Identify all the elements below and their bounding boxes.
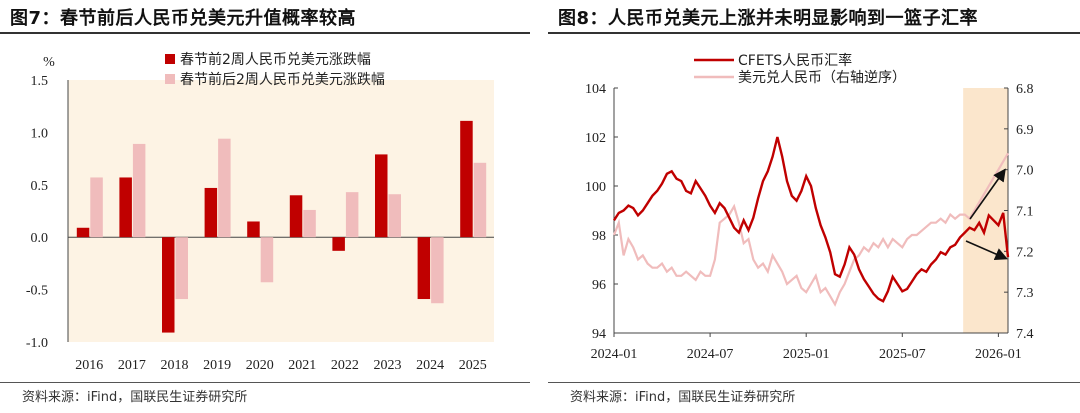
bar-around-festival [132, 143, 146, 238]
y-tick-label: -1.0 [26, 336, 48, 351]
left-tick-label: 100 [585, 180, 606, 195]
right-tick-label: 7.0 [1016, 164, 1034, 179]
bar-pre-festival [460, 120, 473, 238]
title-rule [0, 32, 530, 34]
legend: 春节前2周人民币兑美元涨跌幅 春节前后2周人民币兑美元涨跌幅 [165, 51, 385, 88]
figure-8-title: 图8：人民币兑美元上涨并未明显影响到一篮子汇率 [558, 8, 979, 29]
x-tick-label: 2019 [203, 358, 231, 373]
left-tick-label: 94 [592, 327, 606, 342]
bar-pre-festival [119, 177, 132, 238]
y-unit-label: % [43, 55, 55, 70]
bar-pre-festival [162, 237, 175, 333]
right-tick-label: 6.8 [1016, 82, 1034, 97]
bar-pre-festival [417, 237, 431, 300]
usd-cny-line [612, 152, 1009, 307]
legend-label-cfets: CFETS人民币汇率 [738, 52, 852, 69]
bar-around-festival [90, 177, 103, 238]
x-tick-label: 2024-07 [687, 347, 734, 362]
left-tick-label: 98 [592, 229, 606, 244]
bar-around-festival [303, 209, 316, 238]
bar-pre-festival [247, 221, 260, 238]
bar-around-festival [431, 237, 444, 304]
left-tick-label: 102 [585, 131, 606, 146]
annotation-arrows [965, 168, 1008, 261]
bar-chart: 1.5 1.0 0.5 0.0 -0.5 -1.0 2016 2017 2018 2019 202… [26, 51, 494, 373]
bar-pre-festival [204, 187, 218, 238]
cfets-line [612, 136, 1010, 303]
bar-pre-festival [76, 227, 90, 238]
x-tick-label: 2022 [331, 358, 359, 373]
x-tick-label: 2025 [459, 358, 487, 373]
y-tick-label: 0.5 [31, 179, 49, 194]
source-rule [548, 382, 1080, 383]
x-tick-label: 2024 [416, 358, 444, 373]
figure-7-title: 图7：春节前后人民币兑美元升值概率较高 [10, 8, 357, 29]
legend-label-series-2: 春节前后2周人民币兑美元涨跌幅 [180, 71, 385, 88]
x-tick-label: 2025-01 [783, 347, 830, 362]
bar-pre-festival [375, 154, 388, 238]
y-tick-label: 1.0 [31, 126, 49, 141]
right-tick-label: 7.4 [1016, 327, 1034, 342]
y-tick-label: 1.5 [31, 74, 49, 89]
right-tick-label: 7.2 [1016, 245, 1034, 260]
bar-around-festival [345, 192, 359, 238]
bar-around-festival [260, 237, 274, 283]
x-tick-label: 2025-07 [879, 347, 926, 362]
y-tick-label: 0.0 [31, 231, 49, 246]
x-tick-label: 2024-01 [591, 347, 638, 362]
legend: CFETS人民币汇率 美元兑人民币（右轴逆序） [694, 52, 906, 86]
bar-around-festival [473, 162, 487, 238]
x-tick-label: 2021 [288, 358, 316, 373]
x-tick-label: 2017 [118, 358, 146, 373]
legend-swatch-series-1 [165, 54, 175, 64]
panel-figure-7: 图7：春节前后人民币兑美元升值概率较高 1.5 1.0 0.5 0.0 -0.5 -1.0… [0, 0, 530, 413]
title-rule [548, 32, 1080, 34]
line-chart: 104 102 100 98 96 94 6.8 6.9 7.0 7.1 7.2 7.3 7.4 2024… [585, 52, 1034, 362]
right-tick-label: 7.1 [1016, 205, 1034, 220]
left-tick-label: 96 [592, 278, 606, 293]
right-tick-label: 6.9 [1016, 123, 1034, 138]
x-tick-label: 2026-01 [975, 347, 1022, 362]
panel-figure-8: 图8：人民币兑美元上涨并未明显影响到一篮子汇率 104 102 100 98 96 94 6… [548, 0, 1080, 413]
left-tick-label: 104 [585, 82, 606, 97]
figure-8-source: 资料来源：iFind，国联民生证券研究所 [570, 390, 796, 405]
source-rule [0, 382, 530, 383]
arrow-up [969, 168, 1006, 220]
arrow-down [965, 240, 1008, 261]
legend-swatch-series-2 [165, 74, 175, 84]
x-tick-label: 2018 [161, 358, 189, 373]
y-tick-label: -0.5 [26, 284, 48, 299]
right-tick-label: 7.3 [1016, 286, 1034, 301]
x-tick-label: 2023 [374, 358, 402, 373]
bar-pre-festival [289, 195, 303, 238]
bar-pre-festival [332, 237, 345, 251]
bar-around-festival [388, 194, 401, 238]
legend-label-usd: 美元兑人民币（右轴逆序） [738, 70, 906, 86]
figure-7-source: 资料来源：iFind，国联民生证券研究所 [22, 390, 248, 405]
bar-around-festival [175, 237, 188, 300]
highlight-band [963, 88, 1008, 333]
legend-label-series-1: 春节前2周人民币兑美元涨跌幅 [180, 51, 371, 68]
x-tick-label: 2020 [246, 358, 274, 373]
bar-around-festival [218, 138, 231, 238]
x-tick-label: 2016 [75, 358, 103, 373]
